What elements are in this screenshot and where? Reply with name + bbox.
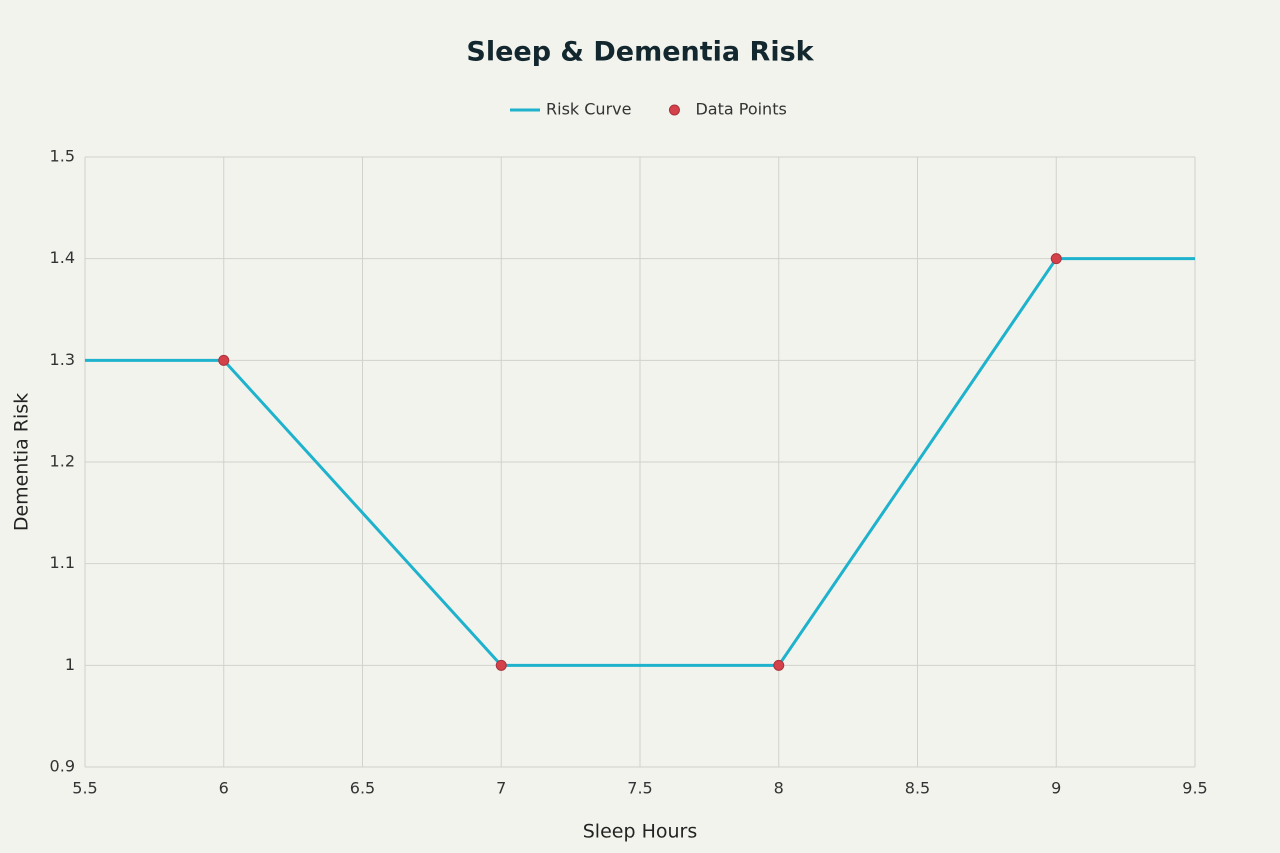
y-axis-title: Dementia Risk [11, 393, 33, 531]
y-tick-label: 1.1 [50, 553, 75, 572]
legend-label: Risk Curve [546, 100, 631, 119]
chart-title: Sleep & Dementia Risk [466, 37, 814, 68]
y-tick-label: 1.4 [50, 248, 75, 267]
x-tick-label: 9 [1051, 779, 1061, 798]
y-tick-label: 1.5 [50, 147, 75, 166]
x-tick-label: 6.5 [350, 779, 375, 798]
legend-label: Data Points [695, 100, 786, 119]
data-point [495, 659, 507, 671]
y-tick-label: 1 [65, 655, 75, 674]
x-tick-label: 8 [774, 779, 784, 798]
x-tick-label: 7.5 [627, 779, 652, 798]
legend-swatch [668, 104, 680, 116]
x-tick-label: 5.5 [72, 779, 97, 798]
data-point [218, 354, 230, 366]
y-tick-label: 1.3 [50, 350, 75, 369]
x-tick-label: 6 [219, 779, 229, 798]
x-tick-label: 7 [496, 779, 506, 798]
data-point [773, 659, 785, 671]
y-tick-label: 1.2 [50, 452, 75, 471]
x-tick-label: 8.5 [905, 779, 930, 798]
x-axis-title: Sleep Hours [583, 821, 697, 843]
y-tick-label: 0.9 [50, 757, 75, 776]
x-tick-label: 9.5 [1182, 779, 1207, 798]
data-point [1050, 253, 1062, 265]
risk-line [85, 257, 1195, 667]
